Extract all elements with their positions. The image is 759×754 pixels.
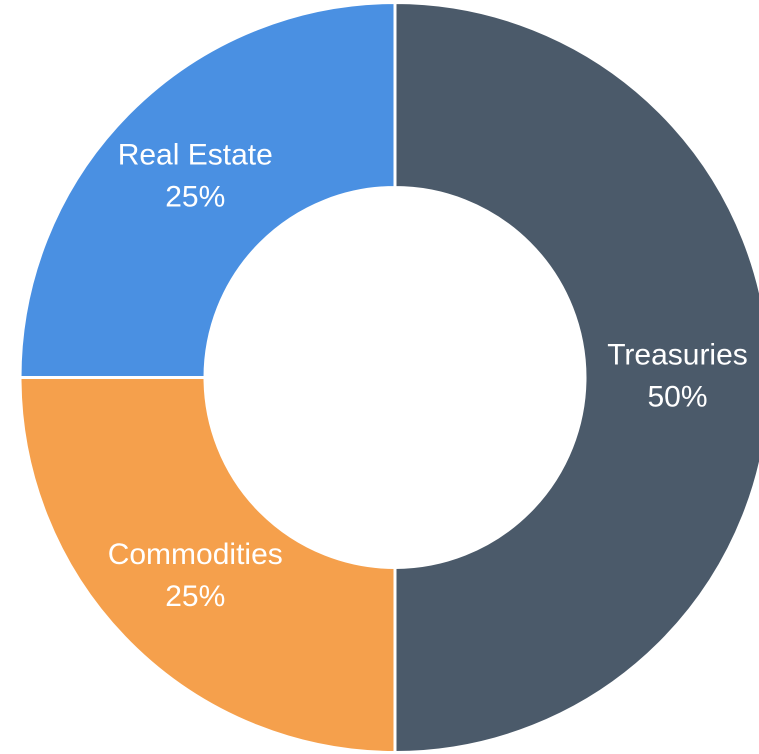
donut-slice [393,0,759,754]
slice-value-label: 50% [647,380,707,413]
slice-label: Commodities [108,538,283,571]
slice-value-label: 25% [165,580,225,613]
slice-label: Treasuries [607,338,748,371]
slice-label: Real Estate [118,139,273,172]
slice-value-label: 25% [165,181,225,214]
donut-slice [18,376,397,754]
donut-slice [18,0,397,379]
